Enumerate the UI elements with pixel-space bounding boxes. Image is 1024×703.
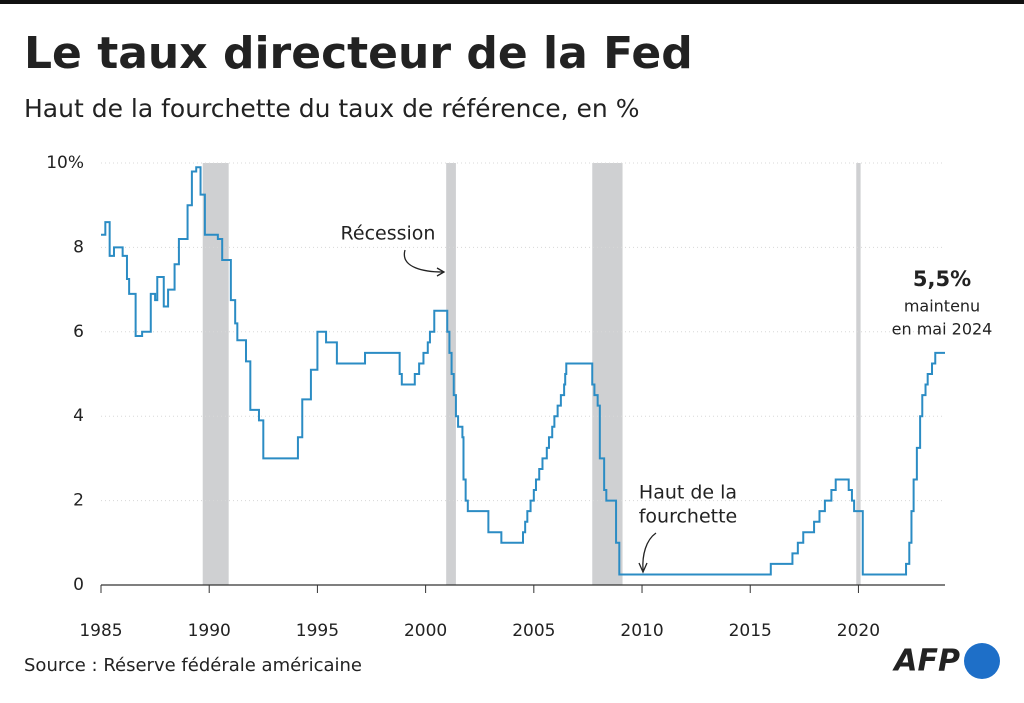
recession-band bbox=[592, 163, 623, 585]
y-tick-label: 6 bbox=[73, 322, 84, 342]
annotation-arrow bbox=[642, 532, 657, 571]
chart-subtitle: Haut de la fourchette du taux de référen… bbox=[24, 94, 639, 123]
logo-circle bbox=[964, 643, 1000, 679]
y-tick-label: 8 bbox=[73, 237, 84, 257]
x-tick-label: 2005 bbox=[512, 621, 555, 641]
annotation-arrow bbox=[403, 249, 444, 273]
range-label: fourchette bbox=[639, 506, 738, 528]
recession-band bbox=[202, 163, 229, 585]
y-tick-label: 4 bbox=[73, 406, 84, 426]
x-tick-label: 2000 bbox=[404, 621, 447, 641]
x-tick-label: 1990 bbox=[188, 621, 231, 641]
annotation-arrowhead bbox=[436, 267, 446, 277]
chart-title: Le taux directeur de la Fed bbox=[24, 28, 693, 79]
range-label: Haut de la bbox=[639, 482, 737, 504]
y-tick-label: 0 bbox=[73, 575, 84, 595]
last-value-label: 5,5% bbox=[913, 267, 971, 291]
x-tick-label: 1995 bbox=[296, 621, 339, 641]
recession-label: Récession bbox=[341, 223, 436, 245]
rate-line bbox=[101, 166, 945, 576]
x-tick-label: 2020 bbox=[837, 621, 880, 641]
x-tick-label: 2010 bbox=[620, 621, 663, 641]
logo-text: AFP bbox=[892, 644, 960, 679]
x-tick-label: 1985 bbox=[79, 621, 122, 641]
source: Source : Réserve fédérale américaine bbox=[24, 655, 362, 676]
plot-area: 0 2 4 6 8 10% 1985 1990 1995 2000 2005 2010 2015 2020 bbox=[46, 153, 945, 641]
x-tick-label: 2015 bbox=[729, 621, 772, 641]
last-value-note: en mai 2024 bbox=[892, 320, 993, 339]
y-tick-label: 2 bbox=[73, 491, 84, 511]
recession-band bbox=[856, 163, 861, 585]
last-value-note: maintenu bbox=[904, 297, 980, 316]
top-bar bbox=[0, 0, 1024, 4]
y-tick-label: 10% bbox=[46, 153, 84, 173]
annotation-arrowhead bbox=[638, 562, 648, 574]
